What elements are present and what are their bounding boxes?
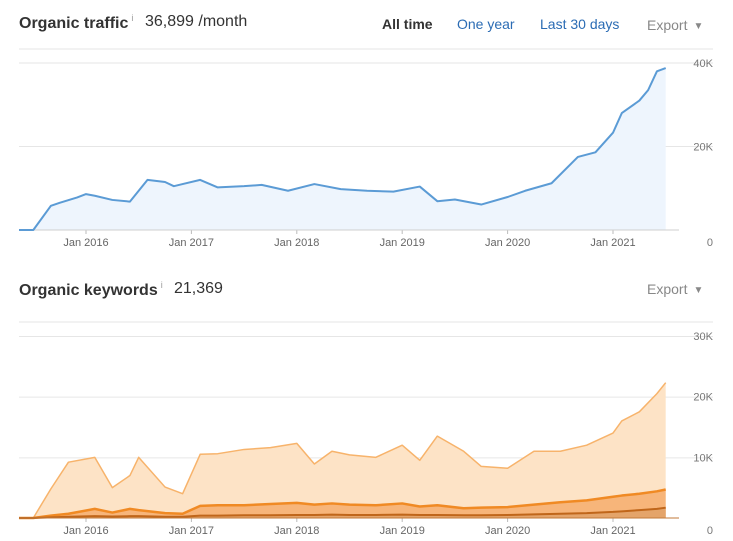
traffic-chart: 40K 20K 0 Jan 2016 Jan 2017 Jan 2018 Jan 2019 J… [18, 48, 714, 249]
keywords-x-tick-label: Jan 2021 [590, 525, 635, 537]
keywords-area-series-2 [19, 489, 666, 518]
keywords-header: Organic keywords i 21,369 Export ▼ [0, 268, 733, 314]
chevron-down-icon: ▼ [693, 21, 704, 32]
organic-traffic-panel: Organic traffic i 36,899 /month All time … [0, 0, 733, 260]
organic-keywords-panel: Organic keywords i 21,369 Export ▼ 30K 20K 1… [0, 268, 733, 541]
keywords-title-text: Organic keywords [19, 282, 158, 299]
traffic-title-text: Organic traffic [19, 15, 129, 32]
traffic-export-label: Export [647, 17, 688, 33]
keywords-title: Organic keywords i [19, 280, 163, 300]
traffic-y-tick-label: 20K [693, 142, 713, 154]
traffic-x-tick-label: Jan 2018 [274, 237, 319, 249]
keywords-info-icon[interactable]: i [160, 280, 163, 290]
traffic-y-tick-label: 0 [707, 237, 713, 249]
traffic-title: Organic traffic i [19, 13, 133, 33]
traffic-header: Organic traffic i 36,899 /month All time … [0, 0, 733, 46]
traffic-x-tick-label: Jan 2019 [380, 237, 425, 249]
keywords-x-tick-label: Jan 2017 [169, 525, 214, 537]
keywords-x-tick-label: Jan 2018 [274, 525, 319, 537]
traffic-area [19, 68, 666, 230]
range-last-30-days[interactable]: Last 30 days [540, 16, 620, 32]
traffic-x-tick-label: Jan 2021 [590, 237, 635, 249]
traffic-x-tick-label: Jan 2017 [169, 237, 214, 249]
chevron-down-icon: ▼ [693, 285, 704, 296]
traffic-info-icon[interactable]: i [131, 13, 134, 23]
keywords-area-series-1 [19, 382, 666, 518]
traffic-y-tick-label: 40K [693, 58, 713, 70]
keywords-chart: 30K 20K 10K 0 Jan 2016 Jan 2017 Jan 2018 Jan 20… [18, 321, 714, 537]
keywords-x-tick-label: Jan 2019 [380, 525, 425, 537]
keywords-x-tick-label: Jan 2016 [63, 525, 108, 537]
traffic-x-tick-label: Jan 2020 [485, 237, 530, 249]
traffic-value: 36,899 /month [145, 13, 248, 30]
range-all-time[interactable]: All time [382, 16, 433, 32]
keywords-y-tick-label: 0 [707, 525, 713, 537]
keywords-y-tick-label: 30K [693, 331, 713, 343]
keywords-x-tick-label: Jan 2020 [485, 525, 530, 537]
keywords-export-label: Export [647, 281, 688, 297]
traffic-export-button[interactable]: Export ▼ [647, 17, 703, 33]
range-one-year[interactable]: One year [457, 16, 515, 32]
keywords-y-tick-label: 20K [693, 392, 713, 404]
traffic-x-tick-label: Jan 2016 [63, 237, 108, 249]
keywords-y-tick-label: 10K [693, 452, 713, 464]
keywords-export-button[interactable]: Export ▼ [647, 281, 703, 297]
keywords-value: 21,369 [174, 280, 223, 297]
